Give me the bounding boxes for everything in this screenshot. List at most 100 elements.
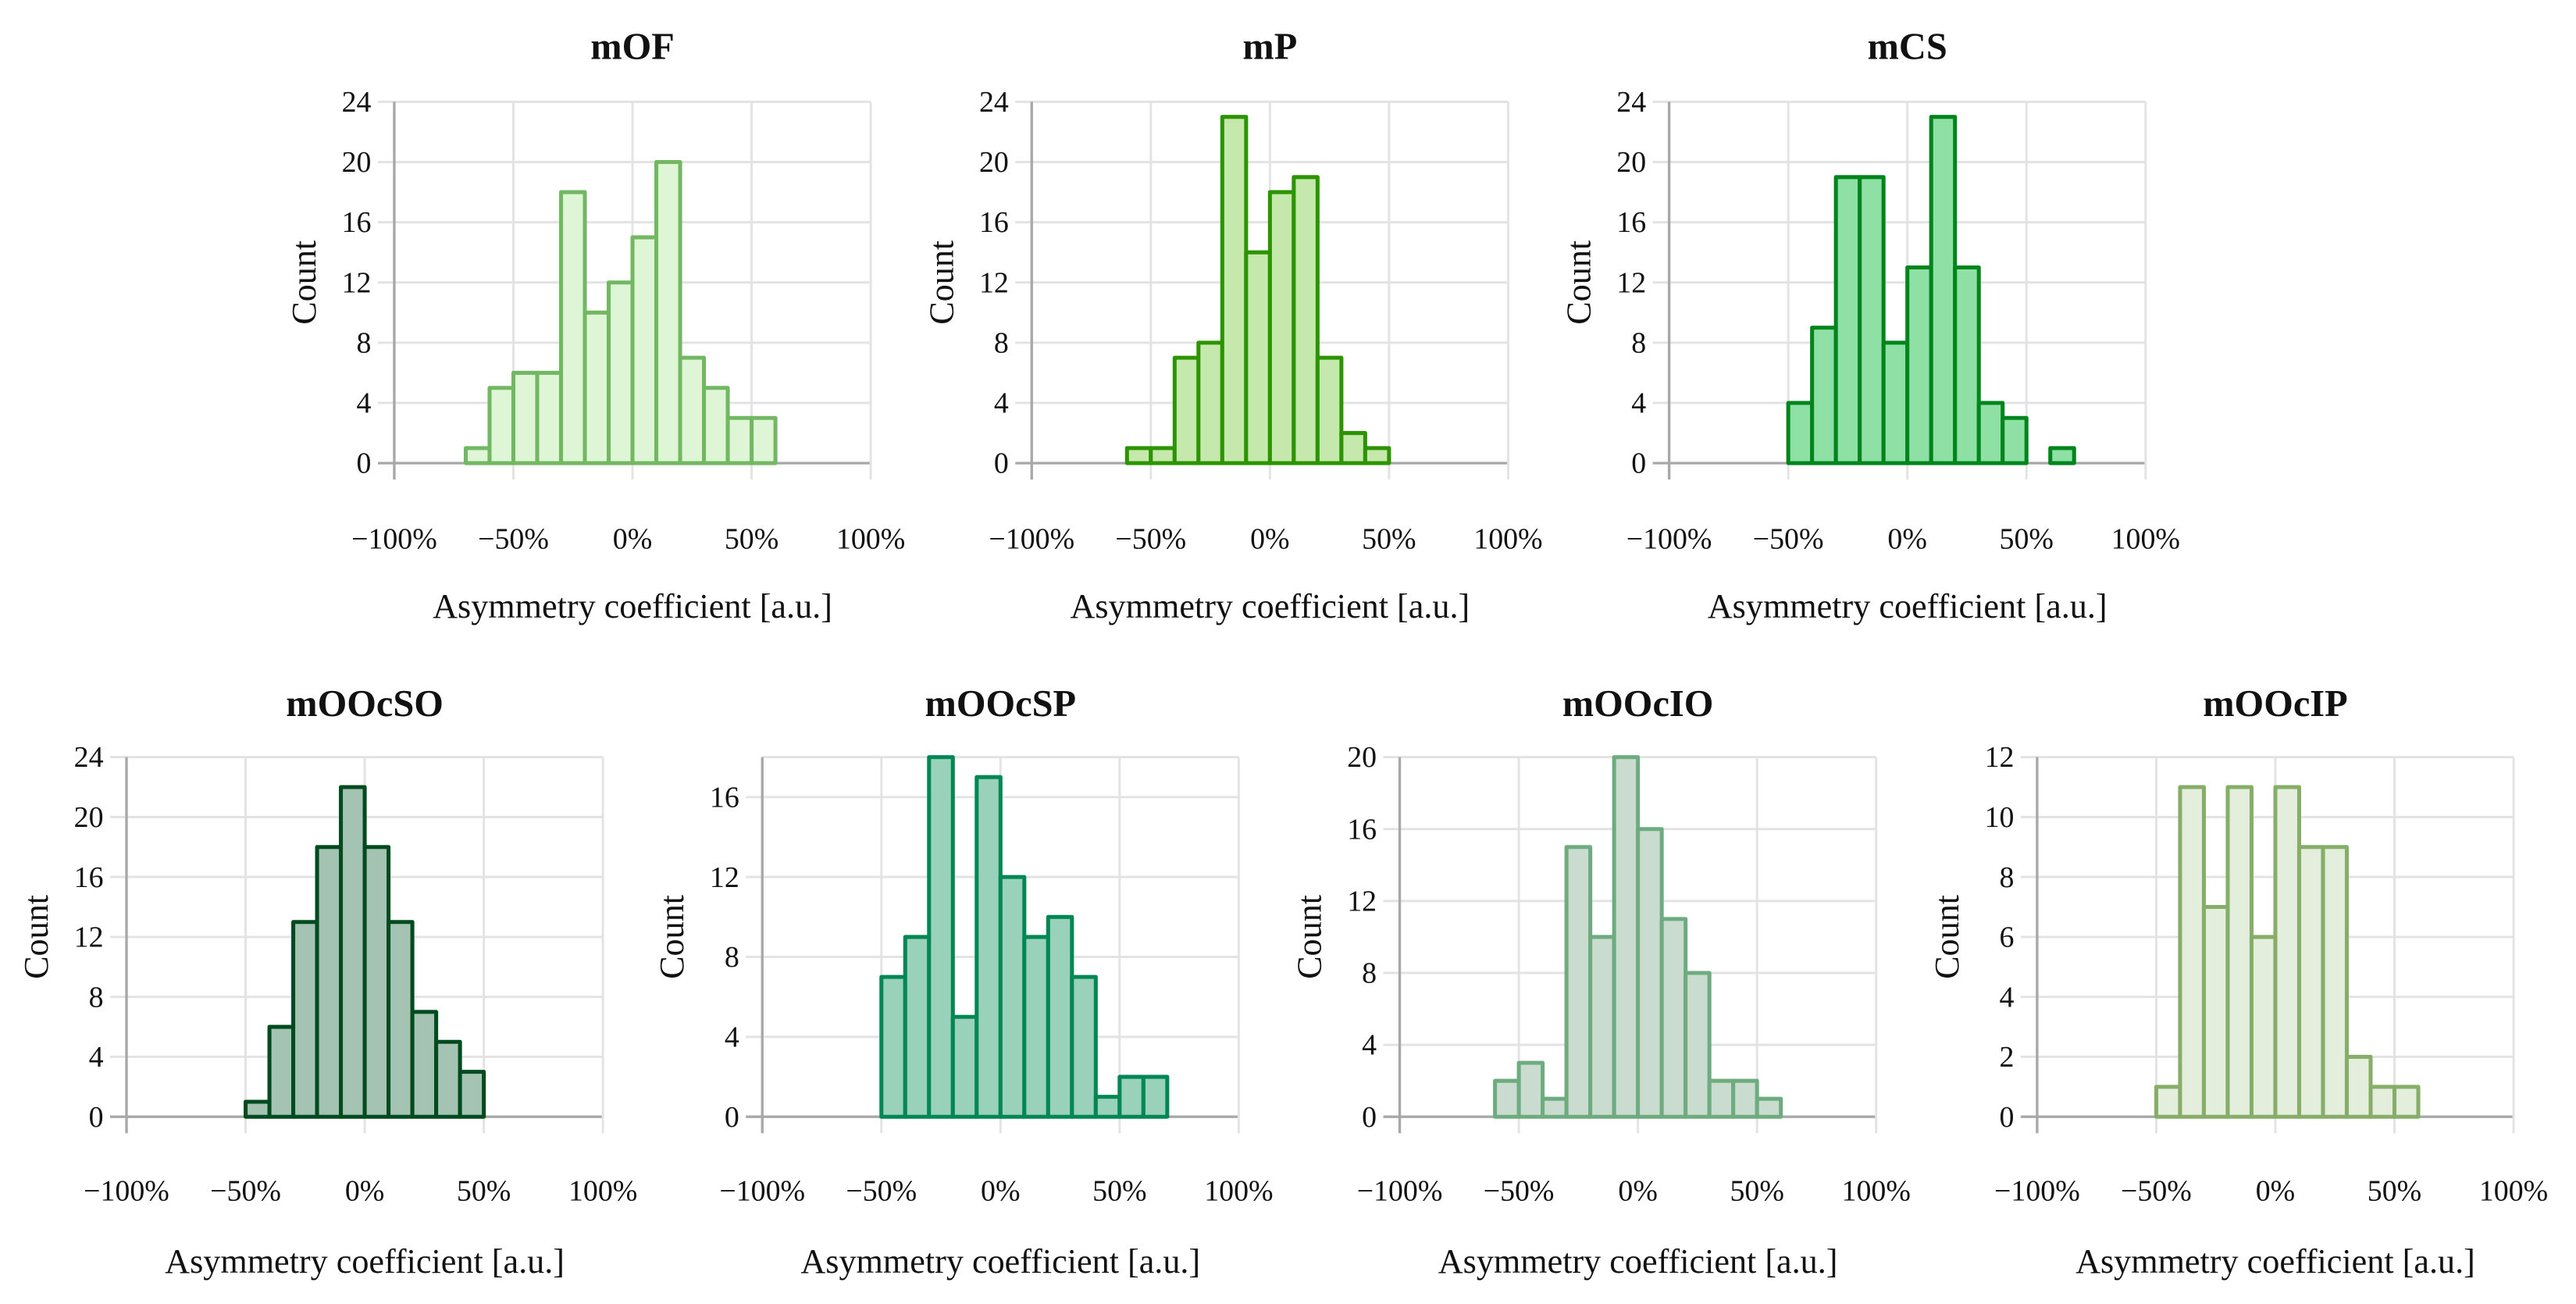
histogram-bar: [1124, 446, 1153, 465]
histogram-bar: [606, 280, 635, 465]
histogram-bar: [1564, 845, 1593, 1119]
x-tick-label: −50%: [1115, 522, 1186, 555]
histogram-bar: [463, 446, 492, 465]
histogram-bar: [2392, 1085, 2421, 1119]
y-tick-label: 8: [994, 327, 1009, 360]
histogram-bar: [1612, 755, 1641, 1119]
histogram-bar: [1315, 355, 1344, 465]
histogram-bar: [1905, 265, 1933, 465]
histogram-bar: [2154, 1085, 2182, 1119]
histogram-bar: [998, 875, 1027, 1119]
y-tick-label: 10: [1985, 801, 2015, 834]
chart-title: mOF: [590, 27, 675, 68]
y-tick-label: 4: [2000, 981, 2015, 1014]
x-tick-label: 100%: [2479, 1174, 2548, 1207]
x-tick-label: 0%: [981, 1174, 1020, 1207]
histogram-bar: [1220, 115, 1249, 465]
histogram-bar: [2368, 1085, 2397, 1119]
histogram-bar: [1292, 175, 1320, 465]
x-tick-label: 50%: [1730, 1174, 1783, 1207]
histogram-bar: [1070, 974, 1098, 1119]
histogram-bar: [1196, 340, 1224, 465]
y-axis-label: Count: [653, 894, 691, 979]
x-tick-label: 0%: [1250, 522, 1289, 555]
y-axis-label: Count: [17, 894, 55, 979]
y-tick-label: 4: [357, 387, 372, 420]
chart-title: mOOcIP: [2203, 683, 2347, 725]
y-tick-label: 8: [725, 941, 739, 974]
histogram-bar: [487, 386, 516, 465]
histogram-bar: [879, 974, 907, 1119]
y-tick-label: 0: [1631, 447, 1646, 480]
y-tick-label: 20: [1616, 146, 1646, 179]
histogram-bar: [2178, 785, 2206, 1119]
x-tick-label: 50%: [2000, 522, 2054, 555]
y-axis-label: Count: [285, 240, 323, 325]
x-tick-label: 50%: [1092, 1174, 1146, 1207]
x-tick-label: −100%: [84, 1174, 169, 1207]
histogram-bar: [630, 235, 659, 465]
histogram-bar: [1755, 1096, 1783, 1119]
histogram-bar: [1636, 827, 1664, 1119]
histogram-bar: [1172, 355, 1201, 465]
histogram-bar: [654, 159, 682, 465]
x-tick-label: −50%: [1753, 522, 1824, 555]
histogram-bar: [1953, 265, 1981, 465]
histogram-bar: [1786, 401, 1815, 465]
y-tick-label: 4: [725, 1021, 739, 1053]
x-axis-label: Asymmetry coefficient [a.u.]: [165, 1242, 565, 1281]
y-tick-label: 16: [1347, 813, 1377, 846]
y-tick-label: 16: [74, 861, 104, 894]
y-tick-label: 12: [74, 921, 104, 954]
y-axis-label: Count: [1928, 894, 1966, 979]
y-tick-label: 0: [89, 1101, 104, 1134]
x-tick-label: −50%: [846, 1174, 917, 1207]
histogram-bar: [1022, 935, 1050, 1119]
histogram-bar: [1833, 175, 1862, 465]
y-tick-label: 20: [979, 146, 1009, 179]
histogram-bar: [1858, 175, 1886, 465]
x-tick-label: −50%: [210, 1174, 281, 1207]
histogram-bar: [387, 920, 415, 1119]
chart-title: mOOcSP: [925, 683, 1077, 725]
y-tick-label: 12: [979, 266, 1009, 299]
x-tick-label: 100%: [1473, 522, 1542, 555]
histogram-panel-mCS: 0 4 8 12 16 20 24 −100% −50% 0% 50% 100% mCS Asymmetr…: [1560, 27, 2180, 625]
histogram-bar: [315, 845, 344, 1119]
x-tick-label: 50%: [1362, 522, 1416, 555]
y-tick-label: 24: [1616, 86, 1646, 119]
y-axis-label: Count: [1291, 894, 1329, 979]
histogram-bar: [1881, 340, 1910, 465]
x-tick-label: 0%: [1618, 1174, 1657, 1207]
y-tick-label: 24: [342, 86, 372, 119]
chart-title: mOOcIO: [1562, 683, 1714, 725]
histogram-bar: [410, 1010, 439, 1119]
y-tick-label: 24: [74, 741, 104, 774]
y-tick-label: 12: [1616, 266, 1646, 299]
histogram-panel-mOOcSO: 0 4 8 12 16 20 24 −100% −50% 0% 50% 100% mOOcSO Asymm…: [17, 683, 637, 1281]
x-tick-label: 100%: [568, 1174, 637, 1207]
histogram-bar: [291, 920, 319, 1119]
x-axis-label: Asymmetry coefficient [a.u.]: [433, 587, 832, 625]
histogram-bar: [362, 845, 391, 1119]
histogram-bar: [267, 1024, 296, 1119]
y-tick-label: 16: [1616, 206, 1646, 239]
y-tick-label: 8: [89, 981, 104, 1014]
histogram-bar: [2249, 935, 2278, 1119]
y-tick-label: 20: [342, 146, 372, 179]
histogram-panel-mOOcIP: 0 2 4 6 8 10 12 −100% −50% 0% 50% 100% mOOcIP Asymmet…: [1928, 683, 2548, 1281]
y-tick-label: 16: [979, 206, 1009, 239]
histogram-bar: [1929, 115, 1958, 465]
histogram-panel-mOOcSP: 0 4 8 12 16 −100% −50% 0% 50% 100% mOOcSP Asymmetry…: [653, 683, 1273, 1281]
histogram-bar: [1659, 917, 1688, 1119]
x-tick-label: 0%: [2256, 1174, 2295, 1207]
histogram-bar: [1363, 446, 1391, 465]
histogram-bar: [583, 310, 611, 465]
y-tick-label: 24: [979, 86, 1009, 119]
x-tick-label: −50%: [478, 522, 549, 555]
histogram-bar: [434, 1039, 462, 1119]
y-tick-label: 12: [1347, 885, 1377, 917]
histogram-bar: [2321, 845, 2350, 1119]
histogram-bar: [702, 386, 730, 465]
y-tick-label: 16: [710, 781, 739, 814]
